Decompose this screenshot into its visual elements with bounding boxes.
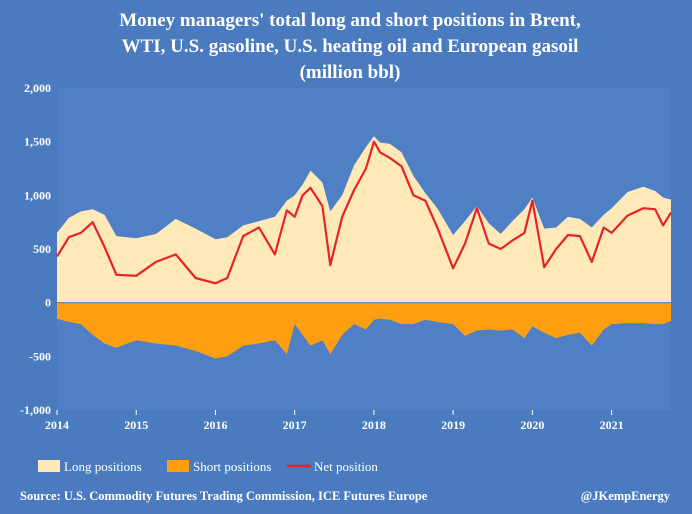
source-note: Source: U.S. Commodity Futures Trading C… (20, 489, 428, 503)
x-tick-label: 2021 (600, 418, 624, 432)
legend-swatch-short (167, 460, 189, 472)
y-tick-label: 500 (33, 242, 51, 256)
x-tick-label: 2020 (520, 418, 544, 432)
legend: Long positions Short positions Net posit… (38, 459, 378, 474)
x-tick-label: 2016 (203, 418, 227, 432)
chart-title-line-3: (million bbl) (300, 62, 401, 83)
line-series-layer (56, 140, 672, 285)
y-tick-label: 0 (45, 296, 51, 310)
legend-item-short: Short positions (167, 459, 271, 474)
y-tick-label: 2,000 (24, 81, 51, 95)
y-tick-label: 1,000 (24, 188, 51, 202)
area-series-short-positions (57, 302, 671, 359)
area-series-long-positions (57, 136, 671, 303)
legend-label-long: Long positions (64, 459, 142, 474)
chart-title-line-1: Money managers' total long and short pos… (119, 10, 581, 31)
legend-item-long: Long positions (38, 459, 142, 474)
x-tick-label: 2018 (362, 418, 386, 432)
area-series-layer (57, 136, 671, 359)
credit-handle: @JKempEnergy (581, 489, 671, 503)
legend-swatch-long (38, 460, 60, 472)
x-tick-label: 2015 (124, 418, 148, 432)
y-tick-label: 1,500 (24, 135, 51, 149)
axes-layer: -1,000 -500 0 500 1,000 1,500 2,000 2014 2015 201… (20, 81, 671, 432)
chart-title-line-2: WTI, U.S. gasoline, U.S. heating oil and… (122, 36, 579, 57)
x-tick-label: 2014 (45, 418, 69, 432)
y-tick-label: -1,000 (20, 403, 51, 417)
line-series-net-position (56, 140, 672, 285)
x-tick-label: 2019 (441, 418, 465, 432)
legend-label-net: Net position (314, 459, 378, 474)
legend-item-net: Net position (287, 459, 378, 474)
x-tick-label: 2017 (283, 418, 307, 432)
y-tick-label: -500 (29, 349, 51, 363)
legend-label-short: Short positions (193, 459, 271, 474)
